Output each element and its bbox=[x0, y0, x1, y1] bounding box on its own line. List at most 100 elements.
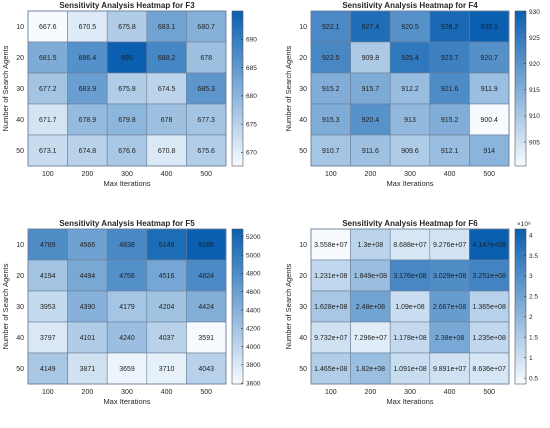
heatmap-cell bbox=[389, 321, 431, 354]
y-tick-label: 50 bbox=[16, 148, 24, 155]
cell-value-label: 4516 bbox=[159, 273, 175, 280]
x-tick-label: 500 bbox=[483, 171, 495, 178]
cell-value-label: 4204 bbox=[159, 304, 175, 311]
cell-value-label: 677.2 bbox=[39, 86, 57, 93]
cell-value-label: 911.9 bbox=[481, 86, 498, 93]
colorbar-tick-label: 685 bbox=[246, 65, 257, 72]
cell-value-label: 674.8 bbox=[79, 148, 97, 155]
y-axis-label: Number of Search Agents bbox=[284, 45, 293, 131]
plot-border bbox=[27, 10, 227, 167]
cell-value-label: 8.636e+07 bbox=[473, 366, 506, 373]
x-tick-label: 400 bbox=[161, 171, 173, 178]
y-tick-label: 20 bbox=[16, 273, 24, 280]
x-tick-label: 300 bbox=[404, 171, 416, 178]
cell-value-label: 1.091e+08 bbox=[393, 366, 426, 373]
x-axis-label: Max Iterations bbox=[386, 397, 433, 406]
cell-value-label: 909.8 bbox=[362, 55, 380, 62]
cell-value-label: 678 bbox=[200, 55, 212, 62]
cell-value-label: 1.3e+08 bbox=[358, 242, 384, 249]
colorbar bbox=[514, 10, 527, 167]
cell-value-label: 3871 bbox=[80, 366, 96, 373]
heatmap-cell bbox=[389, 352, 431, 385]
cell-value-label: 3.176e+08 bbox=[393, 273, 426, 280]
cell-value-label: 915.7 bbox=[362, 86, 380, 93]
cell-value-label: 915.2 bbox=[441, 117, 459, 124]
heatmap-cell bbox=[429, 134, 470, 167]
y-tick-label: 10 bbox=[16, 242, 24, 249]
chart-title: Sensitivity Analysis Heatmap for F6 bbox=[342, 219, 478, 228]
cell-value-label: 681.5 bbox=[39, 55, 57, 62]
y-tick-label: 20 bbox=[16, 55, 24, 62]
colorbar-tick-label: 2 bbox=[529, 314, 533, 321]
heatmap-cell bbox=[106, 103, 148, 136]
heatmap-cell bbox=[429, 72, 470, 105]
y-tick-label: 40 bbox=[299, 117, 307, 124]
x-tick-label: 500 bbox=[200, 171, 212, 178]
cell-value-label: 4101 bbox=[80, 335, 96, 342]
heatmap-cell bbox=[106, 259, 148, 292]
cell-value-label: 4390 bbox=[80, 304, 96, 311]
y-tick-label: 40 bbox=[16, 117, 24, 124]
cell-value-label: 3.558e+07 bbox=[314, 242, 347, 249]
heatmap-cell bbox=[146, 72, 187, 105]
colorbar-tick-label: 925 bbox=[529, 35, 540, 42]
heatmap-cell bbox=[389, 103, 431, 136]
cell-value-label: 3659 bbox=[119, 366, 135, 373]
x-tick-label: 300 bbox=[121, 171, 133, 178]
cell-value-label: 4.147e+08 bbox=[473, 242, 506, 249]
chart-title: Sensitivity Analysis Heatmap for F5 bbox=[59, 219, 195, 228]
colorbar-tick-label: 0.5 bbox=[529, 375, 538, 382]
colorbar-tick-label: 4000 bbox=[246, 344, 261, 351]
x-tick-label: 200 bbox=[82, 171, 94, 178]
cell-value-label: 683.9 bbox=[79, 86, 97, 93]
heatmap-cell bbox=[350, 72, 391, 105]
heatmap-cell bbox=[67, 10, 108, 43]
colorbar-tick-label: 4600 bbox=[246, 289, 261, 296]
colorbar-tick-label: 920 bbox=[529, 61, 540, 68]
heatmap-cell bbox=[310, 103, 351, 136]
y-tick-label: 50 bbox=[16, 366, 24, 373]
y-axis-label: Number of Search Agents bbox=[284, 263, 293, 349]
cell-value-label: 677.3 bbox=[197, 117, 215, 124]
heatmap-cell bbox=[350, 41, 391, 74]
cell-value-label: 1.235e+08 bbox=[473, 335, 506, 342]
colorbar-tick-label: 5000 bbox=[246, 252, 261, 259]
y-tick-label: 30 bbox=[299, 86, 307, 93]
cell-value-label: 915.3 bbox=[322, 117, 340, 124]
cell-value-label: 4179 bbox=[119, 304, 135, 311]
cell-value-label: 4043 bbox=[198, 366, 214, 373]
cell-value-label: 4789 bbox=[40, 242, 56, 249]
heatmap-cell bbox=[469, 72, 510, 105]
y-tick-label: 50 bbox=[299, 148, 307, 155]
x-tick-label: 200 bbox=[365, 171, 377, 178]
colorbar-tick-label: 4800 bbox=[246, 271, 261, 278]
cell-value-label: 923.7 bbox=[441, 55, 459, 62]
cell-value-label: 685.3 bbox=[197, 86, 215, 93]
cell-value-label: 3.251e+08 bbox=[473, 273, 506, 280]
cell-value-label: 3.029e+08 bbox=[433, 273, 466, 280]
cell-value-label: 1.849e+08 bbox=[354, 273, 387, 280]
cell-value-label: 3591 bbox=[198, 335, 214, 342]
colorbar bbox=[231, 10, 244, 167]
cell-value-label: 5286 bbox=[198, 242, 214, 249]
cell-value-label: 4566 bbox=[80, 242, 96, 249]
cell-value-label: 674.5 bbox=[158, 86, 176, 93]
heatmap-cell bbox=[429, 41, 470, 74]
cell-value-label: 4037 bbox=[159, 335, 175, 342]
cell-value-label: 683.1 bbox=[158, 24, 176, 31]
heatmap-cell bbox=[350, 259, 391, 292]
colorbar-tick-label: 3 bbox=[529, 273, 533, 280]
cell-value-label: 5149 bbox=[159, 242, 175, 249]
heatmap-cell bbox=[186, 134, 227, 167]
cell-value-label: 927.4 bbox=[362, 24, 380, 31]
heatmap-cell bbox=[106, 228, 148, 261]
cell-value-label: 1.628e+08 bbox=[314, 304, 347, 311]
heatmap-cell bbox=[27, 10, 68, 43]
colorbar-tick-label: 3800 bbox=[246, 362, 261, 369]
x-tick-label: 500 bbox=[483, 389, 495, 396]
colorbar-tick-label: 690 bbox=[246, 37, 257, 44]
cell-value-label: 2.667e+08 bbox=[433, 304, 466, 311]
colorbar-tick-label: 3.5 bbox=[529, 253, 538, 260]
cell-value-label: 9.276e+07 bbox=[433, 242, 466, 249]
y-axis-label: Number of Search Agents bbox=[1, 45, 10, 131]
